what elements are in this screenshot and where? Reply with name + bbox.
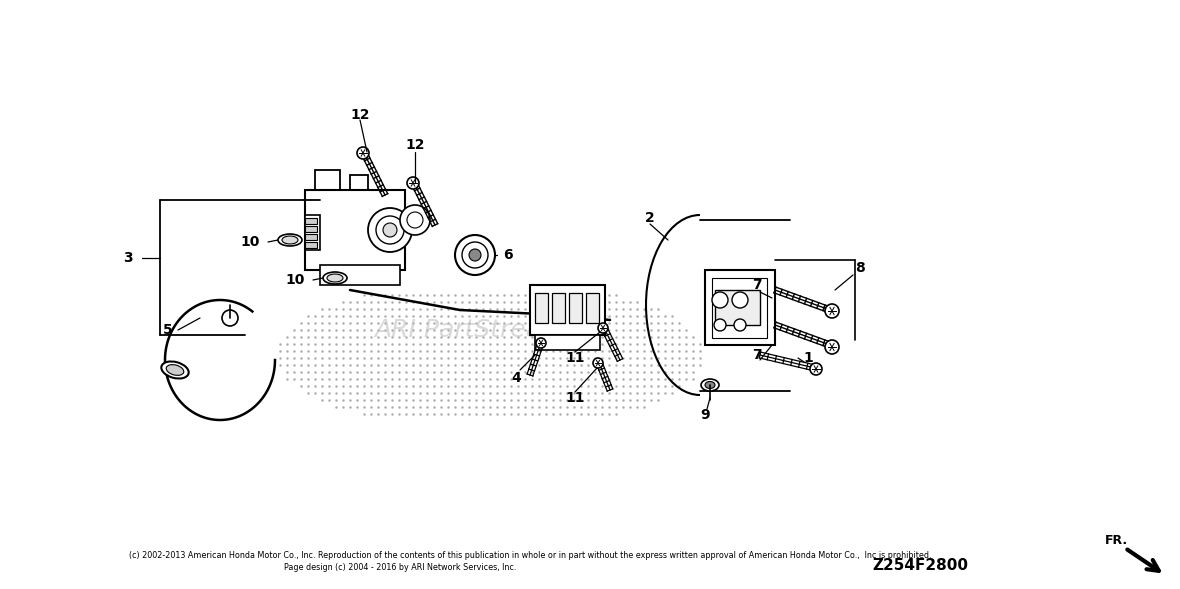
Bar (315, 170, 340, 192)
Bar (304, 234, 317, 240)
Text: ™: ™ (599, 315, 612, 328)
Bar (530, 285, 605, 335)
Circle shape (376, 216, 404, 244)
Ellipse shape (166, 365, 184, 375)
Text: 4: 4 (511, 371, 520, 385)
Bar (304, 218, 317, 224)
Circle shape (712, 292, 728, 308)
Text: 3: 3 (123, 251, 133, 265)
Text: Z254F2800: Z254F2800 (872, 558, 968, 573)
Text: 1: 1 (804, 351, 813, 365)
Text: 8: 8 (856, 261, 865, 275)
Circle shape (407, 212, 422, 228)
Text: ARI PartStream: ARI PartStream (374, 318, 565, 342)
Bar (704, 270, 775, 345)
Ellipse shape (278, 234, 302, 246)
Circle shape (468, 249, 481, 261)
Circle shape (358, 147, 369, 159)
Ellipse shape (704, 382, 715, 389)
Text: 12: 12 (405, 138, 425, 152)
Text: Page design (c) 2004 - 2016 by ARI Network Services, Inc.: Page design (c) 2004 - 2016 by ARI Netwo… (284, 564, 516, 573)
Circle shape (463, 242, 489, 268)
Circle shape (400, 205, 430, 235)
Text: 6: 6 (503, 248, 513, 262)
Bar (715, 290, 760, 325)
Circle shape (594, 358, 603, 368)
Bar (586, 293, 599, 323)
Bar (535, 335, 599, 350)
Circle shape (732, 292, 748, 308)
Bar (304, 242, 317, 248)
Ellipse shape (701, 379, 719, 391)
Circle shape (825, 340, 839, 354)
Text: 7: 7 (752, 278, 762, 292)
Ellipse shape (327, 274, 343, 282)
Circle shape (368, 208, 412, 252)
Circle shape (407, 177, 419, 189)
Text: 10: 10 (241, 235, 260, 249)
Text: FR.: FR. (1104, 534, 1128, 547)
Ellipse shape (162, 362, 189, 379)
Text: 2: 2 (645, 211, 655, 225)
Text: 12: 12 (350, 108, 369, 122)
Text: (c) 2002-2013 American Honda Motor Co., Inc. Reproduction of the contents of thi: (c) 2002-2013 American Honda Motor Co., … (129, 551, 931, 560)
Bar (569, 293, 582, 323)
Bar (304, 215, 320, 250)
Text: 11: 11 (565, 391, 585, 405)
Text: 11: 11 (565, 351, 585, 365)
Text: 9: 9 (700, 408, 710, 422)
Circle shape (384, 223, 396, 237)
Bar (304, 190, 405, 270)
Text: 7: 7 (752, 348, 762, 362)
Text: 10: 10 (286, 273, 304, 287)
Ellipse shape (323, 272, 347, 284)
Bar (712, 278, 767, 338)
Circle shape (598, 323, 608, 333)
Circle shape (825, 304, 839, 318)
Bar (350, 175, 368, 193)
Bar (535, 293, 548, 323)
Bar (304, 226, 317, 232)
Circle shape (536, 338, 546, 348)
Circle shape (222, 310, 238, 326)
Bar (552, 293, 565, 323)
Circle shape (455, 235, 494, 275)
Circle shape (714, 319, 726, 331)
Ellipse shape (282, 236, 299, 244)
Text: 5: 5 (163, 323, 173, 337)
Bar (320, 265, 400, 285)
Circle shape (734, 319, 746, 331)
Circle shape (809, 363, 822, 375)
